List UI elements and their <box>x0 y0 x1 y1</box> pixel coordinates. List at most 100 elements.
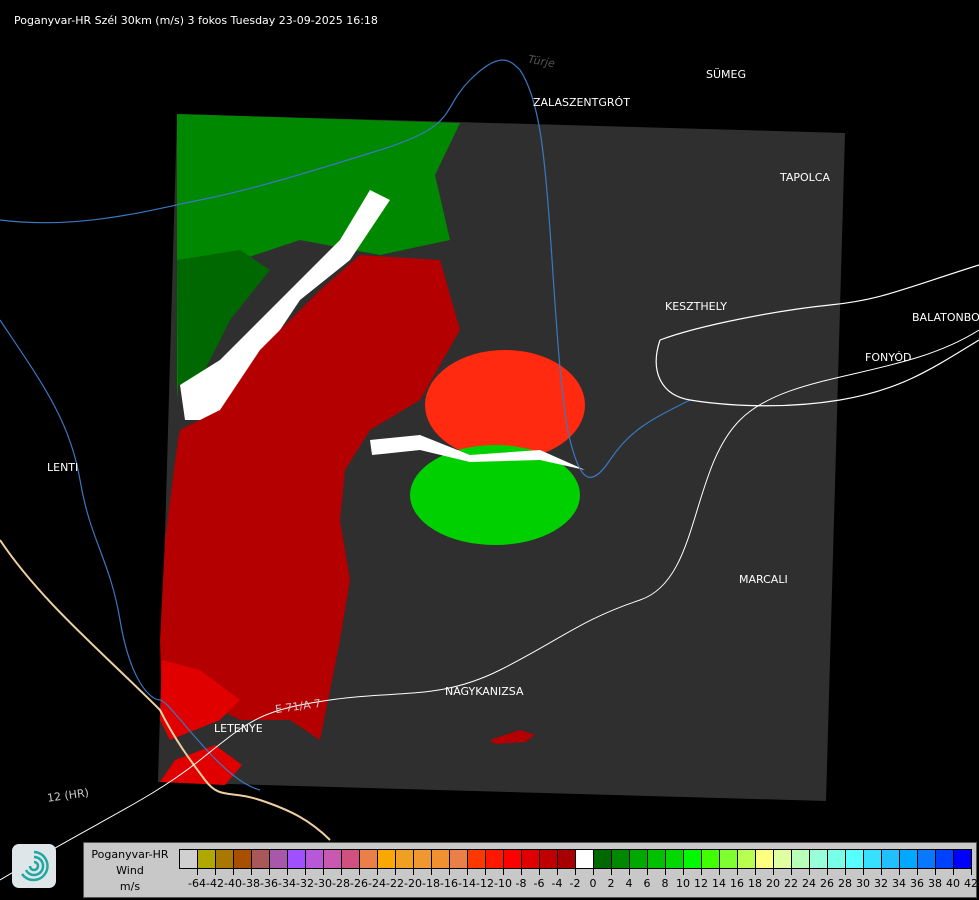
legend-label: -14 <box>458 877 476 890</box>
legend-tick <box>737 867 738 875</box>
legend-color-box <box>342 850 360 868</box>
legend-color-box <box>954 850 971 868</box>
legend-tick <box>845 867 846 875</box>
legend-color-box <box>756 850 774 868</box>
swirl-logo-icon <box>12 844 56 888</box>
legend-color-box <box>792 850 810 868</box>
legend-tick <box>647 867 648 875</box>
legend-tick <box>719 867 720 875</box>
legend-color-box <box>540 850 558 868</box>
echo-darkgreen-nw <box>177 250 270 385</box>
city-letenye: LETENYE <box>214 722 263 735</box>
river <box>0 319 261 791</box>
city-sumeg: SÜMEG <box>706 68 746 81</box>
legend-tick <box>575 867 576 875</box>
legend-label: 12 <box>694 877 708 890</box>
legend-label: -6 <box>533 877 545 890</box>
legend-tick <box>593 867 594 875</box>
city-fonyod: FONYÓD <box>865 351 912 364</box>
city-lenti: LENTI <box>47 461 79 474</box>
legend-label: 4 <box>625 877 633 890</box>
legend-color-box <box>882 850 900 868</box>
legend-color-box <box>450 850 468 868</box>
legend-label: -40 <box>224 877 242 890</box>
legend-color-box <box>864 850 882 868</box>
legend-tick <box>287 867 288 875</box>
legend-color-box <box>306 850 324 868</box>
legend-label: -20 <box>404 877 422 890</box>
legend-label: 42 <box>964 877 978 890</box>
legend-tick <box>935 867 936 875</box>
legend-color-box <box>468 850 486 868</box>
legend-tick <box>233 867 234 875</box>
legend-label: 16 <box>730 877 744 890</box>
legend-tick <box>773 867 774 875</box>
legend-color-scale <box>179 849 972 869</box>
legend-color-box <box>360 850 378 868</box>
legend-tick <box>611 867 612 875</box>
legend-tick <box>431 867 432 875</box>
legend-label: 34 <box>892 877 906 890</box>
legend-label: 20 <box>766 877 780 890</box>
legend-tick <box>791 867 792 875</box>
legend-color-box <box>612 850 630 868</box>
legend-color-box <box>198 850 216 868</box>
legend-tick <box>881 867 882 875</box>
legend-color-box <box>252 850 270 868</box>
legend-label: -2 <box>569 877 581 890</box>
legend-tick <box>953 867 954 875</box>
legend-color-box <box>288 850 306 868</box>
legend-color-box <box>936 850 954 868</box>
legend-label: 26 <box>820 877 834 890</box>
legend-tick <box>197 867 198 875</box>
legend-label: -28 <box>332 877 350 890</box>
legend-label: -30 <box>314 877 332 890</box>
legend-color-box <box>396 850 414 868</box>
legend-color-box <box>522 850 540 868</box>
legend-title: Poganyvar-HR Wind m/s <box>84 847 176 895</box>
legend-label: 40 <box>946 877 960 890</box>
legend-color-box <box>810 850 828 868</box>
legend-color-box <box>846 850 864 868</box>
road <box>0 329 979 881</box>
legend-label: 22 <box>784 877 798 890</box>
legend-label: -16 <box>440 877 458 890</box>
legend-label: -8 <box>515 877 527 890</box>
legend-tick <box>395 867 396 875</box>
lake-balaton-shore <box>655 264 979 407</box>
legend-tick <box>665 867 666 875</box>
legend-color-box <box>738 850 756 868</box>
legend-tick <box>467 867 468 875</box>
legend-label: 30 <box>856 877 870 890</box>
legend-label: 28 <box>838 877 852 890</box>
legend-label: 0 <box>589 877 597 890</box>
legend-tick <box>449 867 450 875</box>
legend-color-box <box>576 850 594 868</box>
legend-tick <box>521 867 522 875</box>
legend-label: 6 <box>643 877 651 890</box>
legend-label: -24 <box>368 877 386 890</box>
legend-tick <box>899 867 900 875</box>
legend-color-box <box>702 850 720 868</box>
legend-color-box <box>630 850 648 868</box>
legend-color-box <box>324 850 342 868</box>
legend-tick <box>359 867 360 875</box>
legend-label: 8 <box>661 877 669 890</box>
legend-tick <box>341 867 342 875</box>
city-tapolca: TAPOLCA <box>780 171 831 184</box>
legend-label: -18 <box>422 877 440 890</box>
river <box>0 59 691 479</box>
legend-tick <box>323 867 324 875</box>
legend-tick <box>683 867 684 875</box>
echo-green-center <box>410 445 580 545</box>
legend-color-box <box>270 850 288 868</box>
legend-label: -36 <box>260 877 278 890</box>
legend-label: -12 <box>476 877 494 890</box>
legend-tick <box>251 867 252 875</box>
legend-tick <box>629 867 630 875</box>
echo-red-nagykanizsa <box>490 730 535 744</box>
legend-label: 14 <box>712 877 726 890</box>
legend-color-box <box>234 850 252 868</box>
legend-label: -38 <box>242 877 260 890</box>
